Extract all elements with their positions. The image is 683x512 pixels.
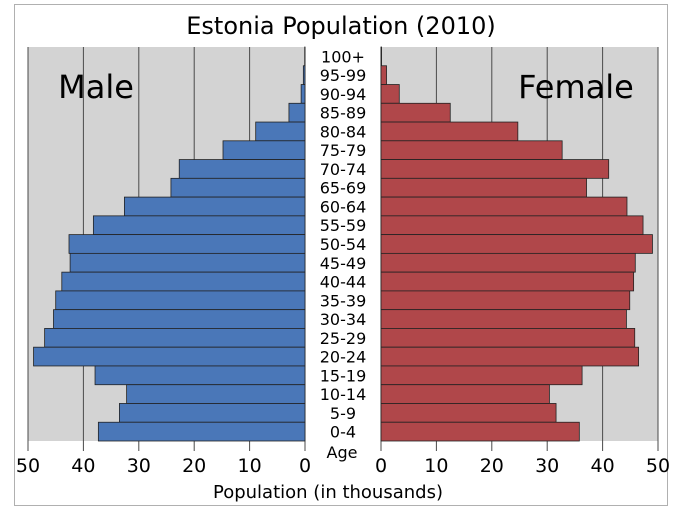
age-group-label: 10-14 <box>320 385 367 404</box>
female-x-tick-label: 10 <box>424 455 448 477</box>
female-bar <box>380 140 563 160</box>
female-bar <box>380 102 451 123</box>
age-group-label: 100+ <box>321 47 365 66</box>
female-bar <box>380 159 610 179</box>
female-bar <box>380 271 635 292</box>
female-bar <box>380 84 400 104</box>
age-group-label: 5-9 <box>330 404 356 423</box>
female-bar <box>380 328 636 348</box>
male-bar <box>55 290 306 311</box>
female-bar <box>380 177 587 198</box>
female-series-label: Female <box>518 68 634 106</box>
age-group-label: 15-19 <box>320 366 367 385</box>
age-group-label: 65-69 <box>320 179 367 198</box>
age-group-label: 70-74 <box>320 160 367 179</box>
female-bar <box>380 252 636 273</box>
age-group-label: 90-94 <box>320 85 367 104</box>
male-bar <box>69 252 306 273</box>
age-group-label: 75-79 <box>320 141 367 160</box>
female-bar <box>380 234 653 254</box>
male-x-tick-label: 30 <box>127 455 151 477</box>
female-bar <box>380 421 580 442</box>
age-group-label: 30-34 <box>320 310 367 329</box>
male-bar <box>33 346 306 367</box>
female-bar <box>380 290 631 311</box>
male-series-label: Male <box>58 68 134 106</box>
age-group-label: 20-24 <box>320 348 367 367</box>
female-x-tick-label: 0 <box>375 455 387 477</box>
male-x-tick-label: 20 <box>182 455 206 477</box>
male-bar <box>255 121 306 142</box>
male-bar <box>68 234 306 254</box>
age-axis-label: Age <box>327 443 358 462</box>
age-group-label: 80-84 <box>320 122 367 141</box>
female-bar <box>380 196 628 217</box>
female-x-tick-label: 20 <box>480 455 504 477</box>
male-bar <box>92 215 306 236</box>
male-bar <box>94 365 306 386</box>
male-bar <box>44 328 306 348</box>
male-bar <box>123 196 306 217</box>
female-bar <box>380 46 382 67</box>
male-bar <box>170 177 306 198</box>
age-group-label: 95-99 <box>320 66 367 85</box>
female-x-tick-label: 30 <box>535 455 559 477</box>
female-bar <box>380 215 644 236</box>
male-bar <box>222 140 306 160</box>
female-bar <box>380 121 519 142</box>
male-bar <box>288 102 306 123</box>
female-x-tick-label: 40 <box>591 455 615 477</box>
male-bar <box>61 271 306 292</box>
female-bar <box>380 384 550 404</box>
female-bar <box>380 403 557 423</box>
male-bar <box>300 84 306 104</box>
age-group-label: 85-89 <box>320 104 367 123</box>
male-x-tick-label: 40 <box>71 455 95 477</box>
male-bar <box>178 159 306 179</box>
female-bar <box>380 346 640 367</box>
female-bar <box>380 365 583 386</box>
male-bar <box>119 403 306 423</box>
age-group-label: 35-39 <box>320 291 367 310</box>
age-group-label: 50-54 <box>320 235 367 254</box>
male-x-tick-label: 0 <box>299 455 311 477</box>
male-bar <box>302 65 306 85</box>
female-x-tick-label: 50 <box>646 455 670 477</box>
chart-title: Estonia Population (2010) <box>186 12 496 40</box>
age-group-label: 45-49 <box>320 254 367 273</box>
age-group-label: 25-29 <box>320 329 367 348</box>
female-bar <box>380 309 627 329</box>
male-x-tick-label: 50 <box>16 455 40 477</box>
male-bar <box>126 384 306 404</box>
age-group-label: 60-64 <box>320 197 367 216</box>
age-group-label: 0-4 <box>330 423 356 442</box>
female-bar <box>380 65 387 85</box>
male-bar <box>53 309 306 329</box>
male-bar <box>97 421 306 442</box>
x-axis-title: Population (in thousands) <box>213 482 443 503</box>
male-x-tick-label: 10 <box>238 455 262 477</box>
age-group-label: 40-44 <box>320 273 367 292</box>
age-group-label: 55-59 <box>320 216 367 235</box>
